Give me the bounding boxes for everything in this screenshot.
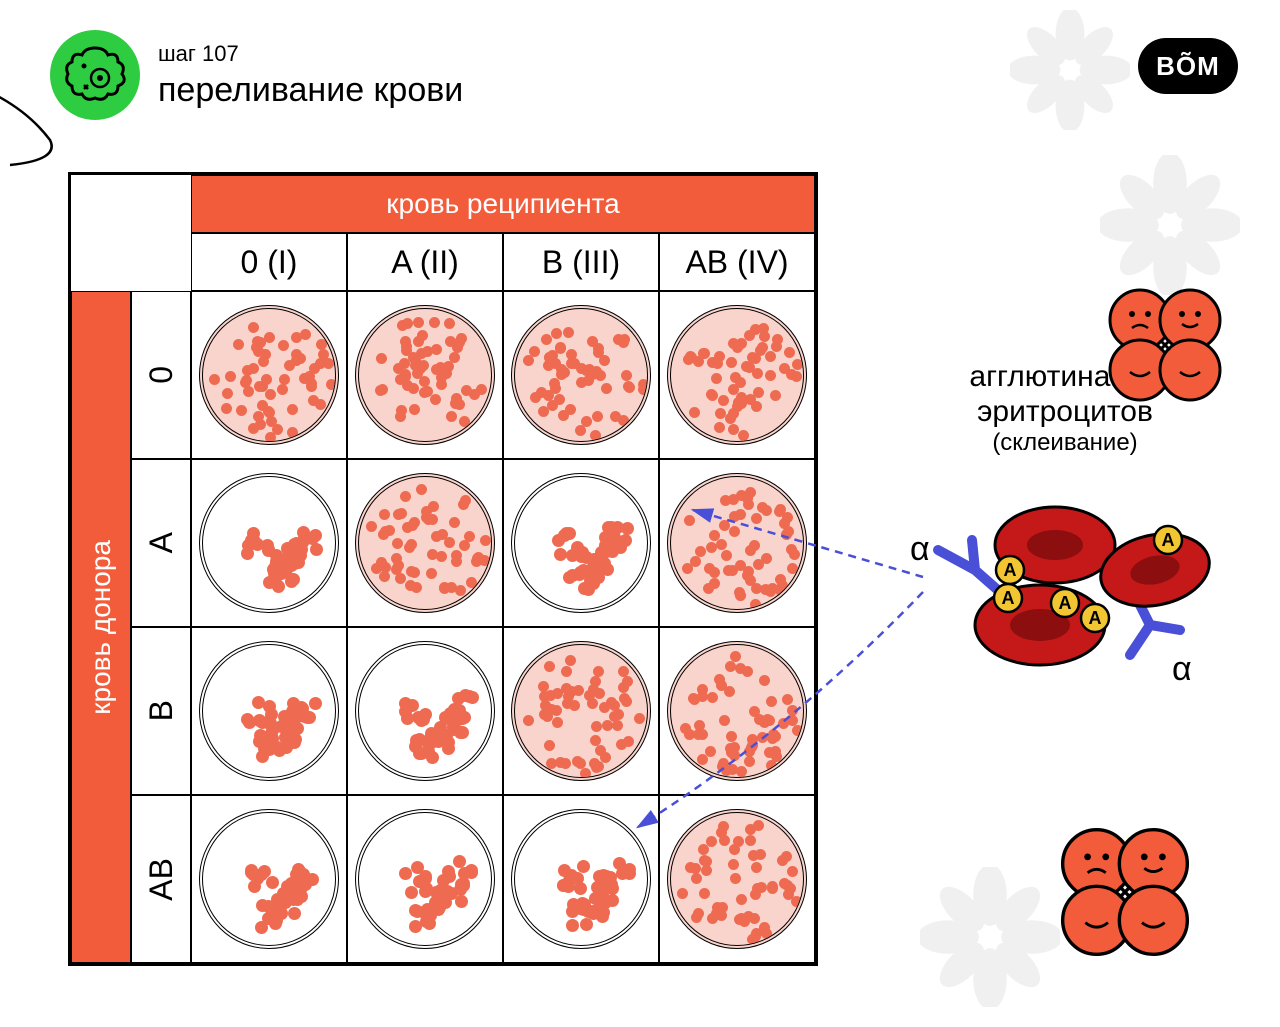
- col-label: 0 (I): [191, 233, 347, 291]
- dish-cell: [191, 459, 347, 627]
- dish-agglutinated: [199, 641, 339, 781]
- antibody-alpha-label: α: [1172, 650, 1192, 688]
- antigen-label: A: [1059, 593, 1072, 613]
- donor-header: кровь донора: [71, 291, 131, 963]
- dish-cell: [659, 291, 815, 459]
- antigen-label: A: [1162, 530, 1175, 550]
- dish-cell: [659, 795, 815, 963]
- step-label: шаг 107: [158, 41, 463, 67]
- dish-agglutinated: [355, 809, 495, 949]
- dish-agglutinated: [511, 473, 651, 613]
- dish-cell: [659, 627, 815, 795]
- dish-cell: [503, 627, 659, 795]
- flower-icon: [1090, 280, 1240, 410]
- rbc-agglutination-diagram: AAAAA α α: [900, 490, 1230, 710]
- col-label: B (III): [503, 233, 659, 291]
- col-label: A (II): [347, 233, 503, 291]
- dish-agglutinated: [511, 809, 651, 949]
- antigen-label: A: [1002, 588, 1015, 608]
- asterisk-icon: [1010, 10, 1130, 130]
- compatibility-table: кровь реципиента0 (I)A (II)B (III)AB (IV…: [68, 172, 818, 966]
- antibody-alpha-label: α: [910, 530, 930, 568]
- dish-compatible: [667, 473, 807, 613]
- dish-cell: [503, 459, 659, 627]
- dish-compatible: [355, 305, 495, 445]
- dish-compatible: [199, 305, 339, 445]
- dish-cell: [503, 795, 659, 963]
- col-label: AB (IV): [659, 233, 815, 291]
- asterisk-icon: [1100, 155, 1240, 295]
- asterisk-icon: [920, 867, 1060, 1007]
- dish-cell: [659, 459, 815, 627]
- page-title: переливание крови: [158, 71, 463, 110]
- dish-compatible: [511, 641, 651, 781]
- row-label: AB: [131, 795, 191, 963]
- row-label: 0: [131, 291, 191, 459]
- logo-badge: ВÕМ: [1138, 38, 1238, 94]
- dish-compatible: [511, 305, 651, 445]
- antigen-label: A: [1089, 608, 1102, 628]
- row-label: A: [131, 459, 191, 627]
- dish-agglutinated: [199, 809, 339, 949]
- dish-compatible: [355, 473, 495, 613]
- row-label: B: [131, 627, 191, 795]
- dish-cell: [347, 795, 503, 963]
- dish-cell: [347, 459, 503, 627]
- dish-compatible: [667, 809, 807, 949]
- dish-cell: [191, 291, 347, 459]
- agglut-sub: (склеивание): [885, 429, 1245, 457]
- dish-compatible: [667, 305, 807, 445]
- flower-icon: [1040, 817, 1210, 967]
- page-header: шаг 107 переливание крови: [50, 30, 463, 120]
- dish-agglutinated: [355, 641, 495, 781]
- dish-cell: [503, 291, 659, 459]
- dish-agglutinated: [199, 473, 339, 613]
- cell-icon: [50, 30, 140, 120]
- dish-cell: [347, 291, 503, 459]
- dish-compatible: [667, 641, 807, 781]
- antigen-label: A: [1004, 560, 1017, 580]
- dish-cell: [191, 795, 347, 963]
- recipient-header: кровь реципиента: [191, 175, 815, 233]
- table-corner: [71, 175, 191, 291]
- dish-cell: [191, 627, 347, 795]
- dish-cell: [347, 627, 503, 795]
